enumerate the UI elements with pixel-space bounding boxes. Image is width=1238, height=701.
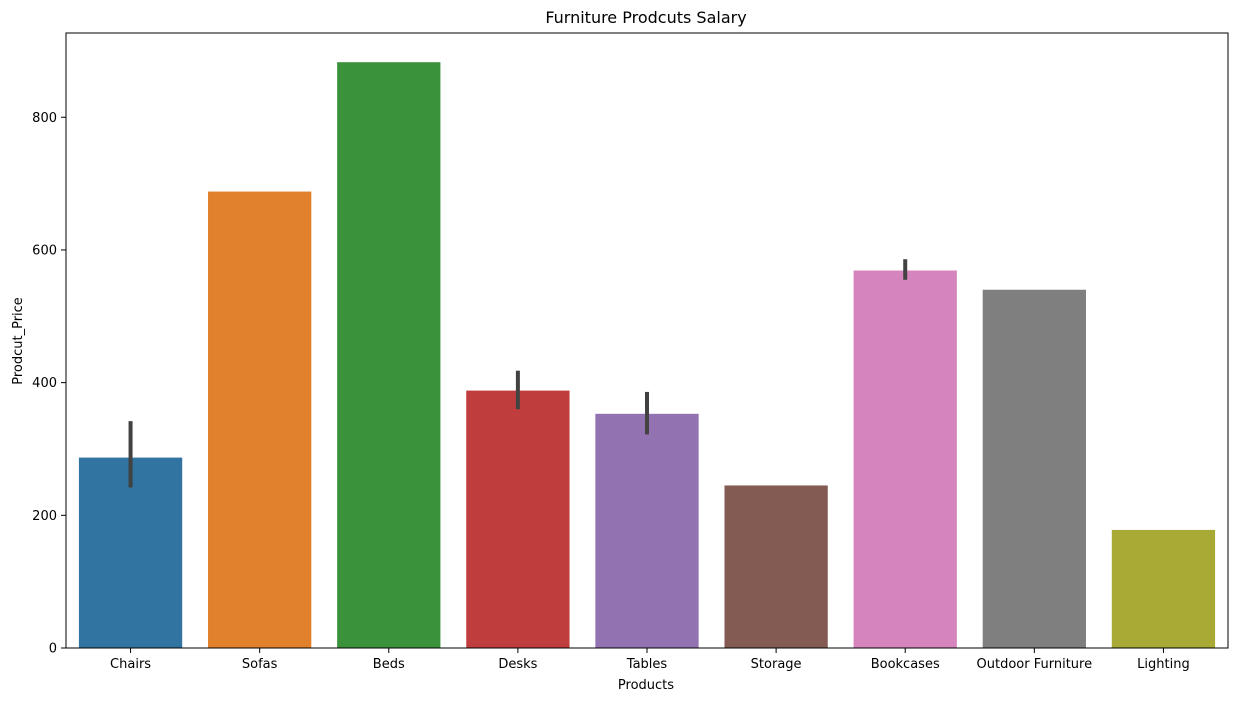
y-tick-label: 0 [49,642,57,657]
y-tick-label: 200 [32,509,57,524]
x-tick-label: Bookcases [871,657,940,672]
bar-desks [466,390,570,648]
bar-tables [595,413,699,648]
x-tick-label: Beds [373,657,405,672]
x-axis-label: Products [618,678,674,693]
bars-group [78,62,1216,649]
bar-chairs [78,457,183,648]
x-tick-label: Lighting [1137,657,1190,672]
x-axis: Chairs Sofas Beds Desks Tables Storage Bookcas… [110,648,1190,672]
bar-storage [724,485,828,648]
x-tick-label: Sofas [242,657,278,672]
bar-bookcases [853,270,957,648]
bar-lighting [1111,529,1216,648]
y-tick-label: 800 [32,111,57,126]
y-tick-label: 600 [32,243,57,258]
x-tick-label: Desks [498,657,537,672]
error-bars-group [128,259,908,488]
y-axis-label: Prodcut_Price [11,297,26,385]
x-tick-label: Storage [751,657,802,672]
y-tick-label: 400 [32,376,57,391]
x-tick-label: Outdoor Furniture [977,657,1093,672]
x-tick-label: Tables [626,657,668,672]
y-axis: 0 200 400 600 800 [32,111,66,657]
x-tick-label: Chairs [110,657,151,672]
chart-title: Furniture Prodcuts Salary [545,8,746,27]
bar-outdoor-furniture [982,289,1086,648]
bar-sofas [208,191,312,648]
bar-beds [337,62,441,649]
